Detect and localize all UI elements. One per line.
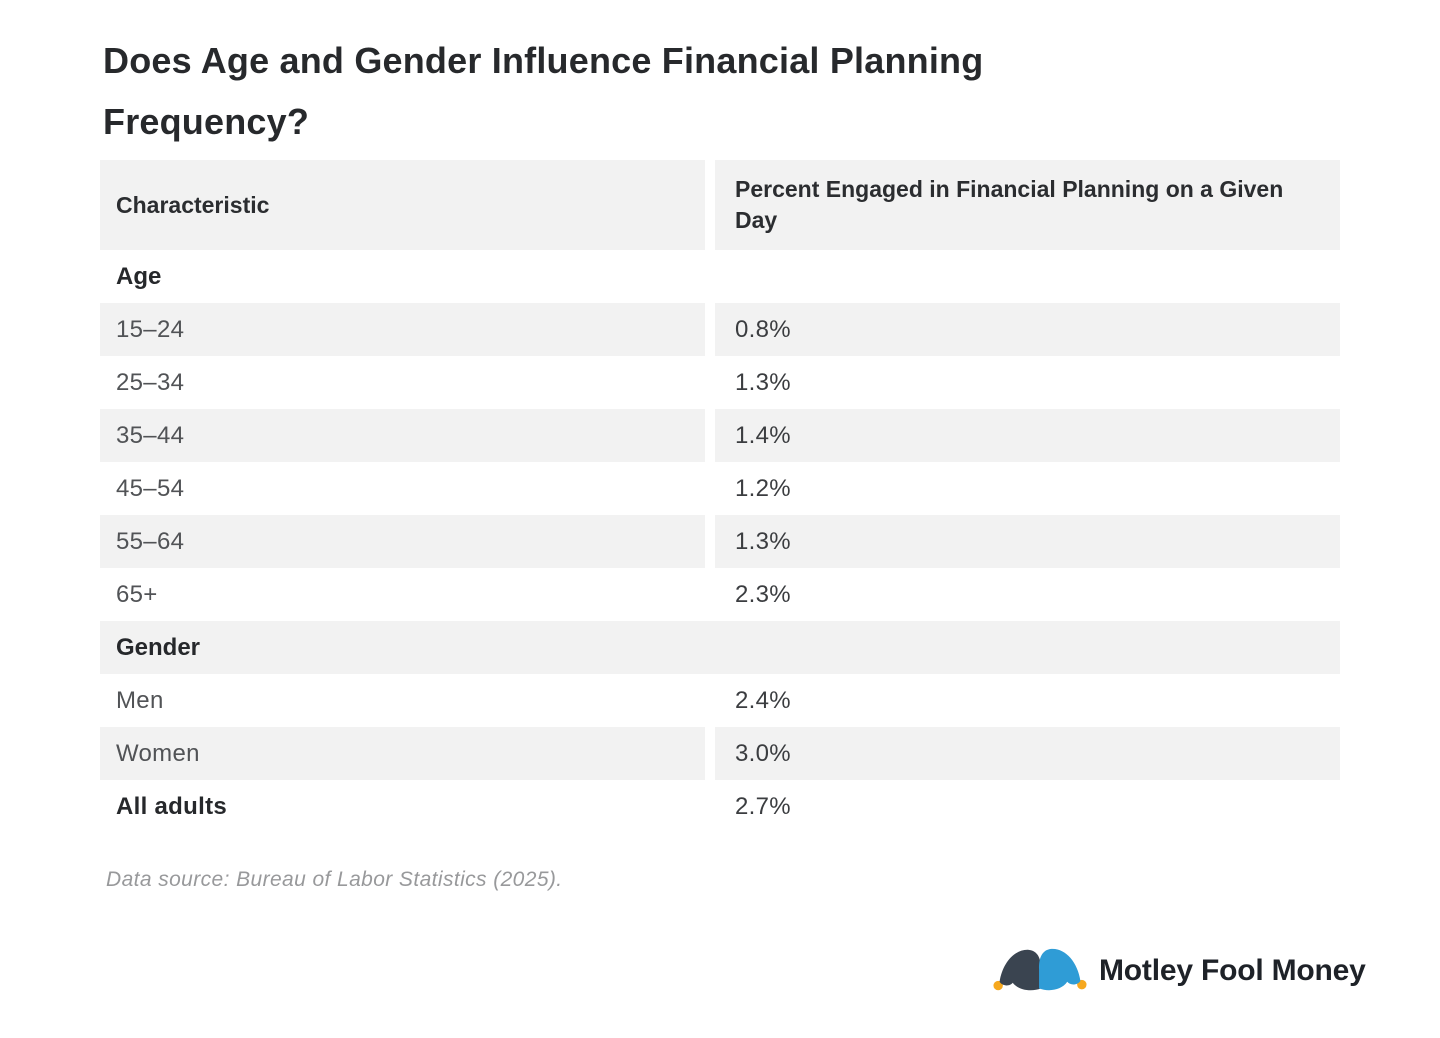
section-label: Age (100, 250, 1340, 303)
row-label: 15–24 (116, 315, 185, 343)
column-header-label: Percent Engaged in Financial Planning on… (735, 176, 1284, 233)
row-value: 1.3% (735, 368, 791, 396)
data-table: Characteristic Percent Engaged in Financ… (100, 160, 1340, 833)
row-label: Women (116, 739, 200, 767)
row-value: 0.8% (735, 315, 791, 343)
source-note: Data source: Bureau of Labor Statistics … (106, 868, 563, 891)
table-row: 55–64 1.3% (100, 515, 1340, 568)
row-label: Men (116, 686, 164, 714)
row-label: 35–44 (116, 421, 185, 449)
section-row: Gender (100, 621, 1340, 674)
row-value: 1.4% (735, 421, 791, 449)
row-value: 3.0% (735, 739, 791, 767)
row-label: All adults (116, 792, 228, 820)
row-label: 45–54 (116, 474, 185, 502)
column-header-characteristic: Characteristic (100, 160, 705, 250)
column-header-label: Characteristic (116, 191, 270, 218)
jester-hat-icon (993, 948, 1087, 991)
table-row: Men 2.4% (100, 674, 1340, 727)
table-body: Age 15–24 0.8% 25–34 1.3% 35–44 1.4% 45–54 1.2% 5… (100, 250, 1340, 833)
row-value: 1.2% (735, 474, 791, 502)
section-label: Gender (100, 621, 1340, 674)
chart-title: Does Age and Gender Influence Financial … (103, 40, 984, 142)
row-value: 2.7% (735, 792, 791, 820)
table-row: 15–24 0.8% (100, 303, 1340, 356)
section-row: Age (100, 250, 1340, 303)
table-header-row: Characteristic Percent Engaged in Financ… (100, 160, 1340, 250)
table-row: Women 3.0% (100, 727, 1340, 780)
table-row: All adults 2.7% (100, 780, 1340, 833)
brand-logo-text: Motley Fool Money (1099, 954, 1366, 987)
table-row: 35–44 1.4% (100, 409, 1340, 462)
row-value: 2.4% (735, 686, 791, 714)
column-header-percent: Percent Engaged in Financial Planning on… (715, 160, 1340, 250)
table-row: 45–54 1.2% (100, 462, 1340, 515)
row-label: 25–34 (116, 368, 185, 396)
row-value: 1.3% (735, 527, 791, 555)
table-row: 65+ 2.3% (100, 568, 1340, 621)
row-value: 2.3% (735, 580, 791, 608)
row-label: 55–64 (116, 527, 185, 555)
brand-logo: Motley Fool Money (993, 941, 1366, 1001)
table-row: 25–34 1.3% (100, 356, 1340, 409)
row-label: 65+ (116, 580, 158, 608)
